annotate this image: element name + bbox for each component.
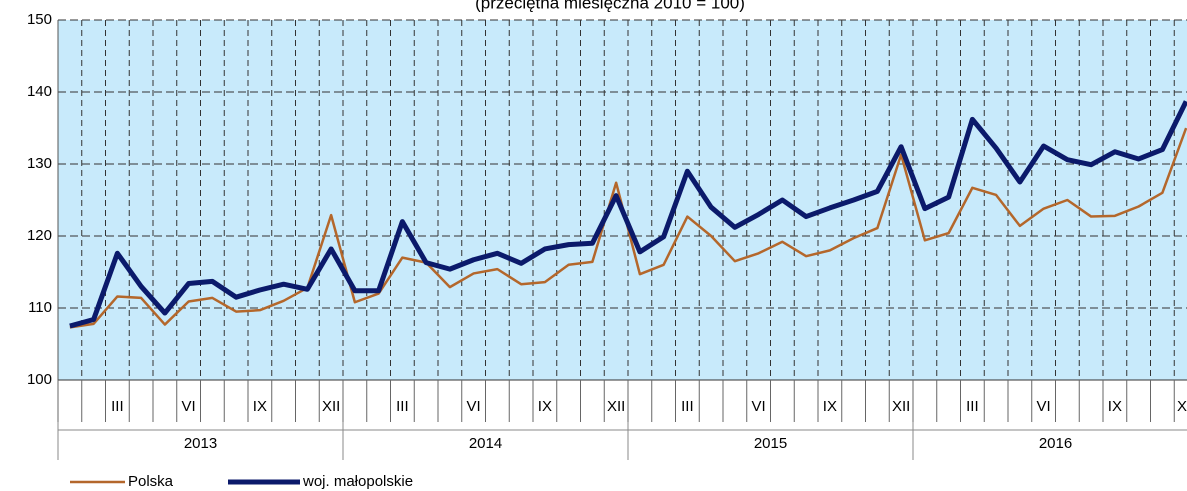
x-tick-label: XII [322,398,340,415]
x-tick-label: IX [253,398,267,415]
x-tick-label: VI [467,398,481,415]
year-label: 2014 [469,435,502,452]
x-tick-label: III [111,398,124,415]
x-tick-label: IX [823,398,837,415]
x-tick-label: III [681,398,694,415]
x-tick-label: VI [1037,398,1051,415]
y-tick-label: 140 [27,83,52,100]
y-tick-label: 100 [27,371,52,388]
x-tick-label: IX [1108,398,1122,415]
x-tick-label: XII [1177,398,1187,415]
year-label: 2013 [184,435,217,452]
chart-subtitle: (przeciętna miesięczna 2010 = 100) [475,0,745,12]
x-tick-label: VI [752,398,766,415]
x-tick-label: XII [892,398,910,415]
legend-label: Polska [128,473,174,490]
year-label: 2015 [754,435,787,452]
x-tick-label: IX [538,398,552,415]
series-line [69,100,1187,329]
year-label: 2016 [1039,435,1072,452]
y-tick-label: 130 [27,155,52,172]
y-tick-label: 150 [27,11,52,28]
x-tick-label: III [396,398,409,415]
legend-label: woj. małopolskie [302,473,413,490]
x-tick-label: VI [182,398,196,415]
y-tick-label: 110 [28,299,52,316]
plot-area [58,20,1187,380]
x-tick-label: III [966,398,979,415]
y-tick-label: 120 [27,227,52,244]
x-tick-label: XII [607,398,625,415]
